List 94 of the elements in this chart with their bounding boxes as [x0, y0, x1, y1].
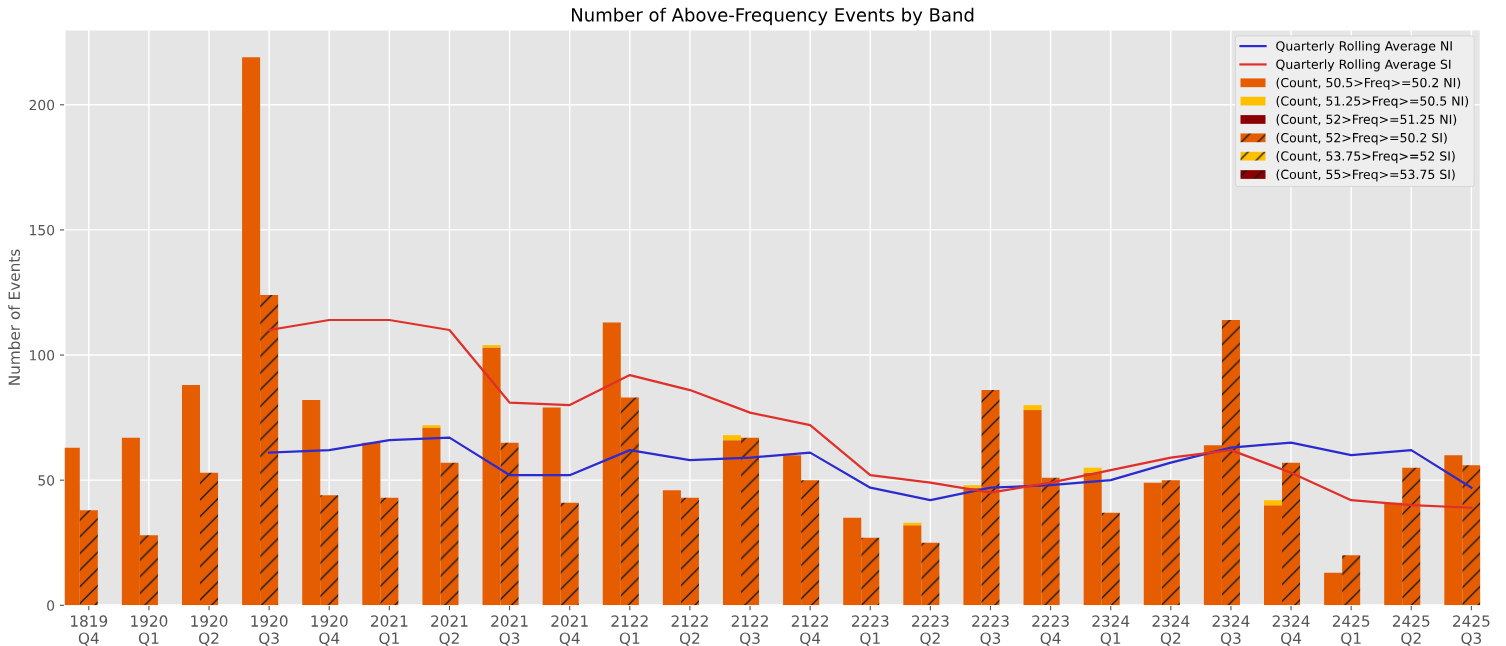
- bar: [903, 525, 922, 606]
- x-tick-label: 2223 Q1: [851, 615, 889, 646]
- bar: [1324, 572, 1343, 606]
- bar: [620, 397, 639, 606]
- y-axis-title: Number of Events: [8, 249, 21, 385]
- bar: [1083, 472, 1102, 606]
- bar: [1203, 445, 1222, 606]
- y-tick-label: 100: [30, 350, 55, 361]
- x-tick-label: 2122 Q3: [731, 615, 768, 646]
- bar: [200, 472, 219, 606]
- bar: [260, 294, 279, 606]
- bar: [79, 510, 98, 606]
- bar: [422, 425, 441, 428]
- bar: [440, 462, 459, 606]
- bar: [422, 427, 441, 606]
- legend-label: Quarterly Rolling Average SI: [1276, 59, 1451, 72]
- bar: [741, 437, 760, 606]
- bar: [783, 455, 802, 606]
- bar: [181, 385, 201, 606]
- x-tick-label: 2021 Q1: [371, 615, 408, 646]
- x-tick-label: 2223 Q2: [912, 615, 949, 646]
- bar: [921, 542, 940, 606]
- x-tick-label: 1819 Q4: [71, 615, 108, 646]
- y-tick-label: 200: [29, 99, 55, 111]
- bar: [1143, 482, 1162, 606]
- x-tick-label: 2021 Q2: [431, 615, 468, 646]
- y-tick-label: 50: [38, 475, 55, 486]
- x-tick-label: 2021 Q3: [491, 615, 528, 646]
- bar: [843, 517, 862, 606]
- bar: [362, 442, 381, 606]
- x-tick-label: 1920 Q4: [311, 615, 348, 646]
- x-tick-label: 2122 Q1: [611, 615, 648, 646]
- x-tick-label: 2425 Q3: [1453, 615, 1490, 646]
- line-series: [268, 436, 1473, 502]
- x-tick-label: 2223 Q3: [972, 615, 1009, 646]
- legend-label: (Count, 51.25>Freq>=50.5 NI): [1276, 96, 1469, 109]
- x-tick-label: 2122 Q2: [671, 615, 708, 646]
- x-tick-label: 2324 Q1: [1092, 615, 1130, 646]
- legend-label: (Count, 52>Freq>=51.25 NI): [1276, 114, 1457, 127]
- bar: [963, 487, 982, 606]
- bar: [1221, 320, 1240, 606]
- y-tick-label: 150: [30, 224, 55, 236]
- bar: [981, 390, 1000, 606]
- x-tick-label: 1920 Q2: [191, 615, 228, 646]
- legend-label: (Count, 53.75>Freq>=52 SI): [1276, 151, 1455, 164]
- bar: [662, 490, 681, 606]
- bar: [861, 537, 880, 606]
- bar: [560, 502, 579, 606]
- line-series: [268, 318, 1473, 509]
- bar: [1263, 500, 1283, 506]
- legend-label: Quarterly Rolling Average NI: [1276, 40, 1452, 54]
- bar: [380, 497, 399, 606]
- bar: [722, 440, 742, 606]
- x-tick-label: 2425 Q2: [1392, 615, 1430, 646]
- legend-label: (Count, 50.5>Freq>=50.2 NI): [1276, 77, 1461, 90]
- x-tick-label: 2425 Q1: [1332, 615, 1370, 646]
- bar: [1263, 505, 1283, 606]
- bar: [680, 497, 699, 606]
- legend-label: (Count, 55>Freq>=53.75 SI): [1276, 169, 1455, 182]
- chart-title: Number of Above-Frequency Events by Band: [571, 7, 974, 26]
- x-tick-label: 2324 Q3: [1212, 615, 1250, 646]
- bar: [963, 485, 982, 488]
- bar: [302, 400, 321, 606]
- bar: [801, 480, 820, 606]
- bar: [139, 535, 158, 606]
- x-tick-label: 2021 Q4: [551, 615, 588, 646]
- bar: [1023, 405, 1042, 411]
- bar: [1384, 502, 1403, 606]
- bar: [482, 345, 501, 348]
- bar: [1041, 477, 1060, 606]
- x-tick-label: 1920 Q1: [131, 615, 168, 646]
- legend-label: (Count, 52>Freq>=50.2 SI): [1276, 132, 1447, 145]
- bar: [1444, 455, 1463, 606]
- bar: [1161, 480, 1180, 606]
- bar: [320, 495, 339, 606]
- bar: [1101, 512, 1120, 606]
- bar: [542, 407, 561, 606]
- x-tick-label: 2324 Q2: [1152, 615, 1190, 646]
- x-tick-label: 2324 Q4: [1272, 615, 1310, 646]
- bar: [482, 347, 501, 606]
- x-tick-label: 2122 Q4: [791, 615, 829, 646]
- bar: [1342, 555, 1361, 606]
- bar: [242, 57, 261, 606]
- bar: [1023, 410, 1042, 606]
- bar: [1402, 467, 1421, 606]
- x-tick-label: 1920 Q3: [251, 615, 288, 646]
- y-tick-label: 0: [47, 600, 55, 611]
- bar: [722, 435, 742, 441]
- bar: [1462, 465, 1481, 606]
- bar: [500, 442, 519, 606]
- x-tick-label: 2223 Q4: [1032, 615, 1069, 646]
- bar: [121, 437, 140, 606]
- bar: [1282, 462, 1301, 606]
- bar: [602, 322, 621, 606]
